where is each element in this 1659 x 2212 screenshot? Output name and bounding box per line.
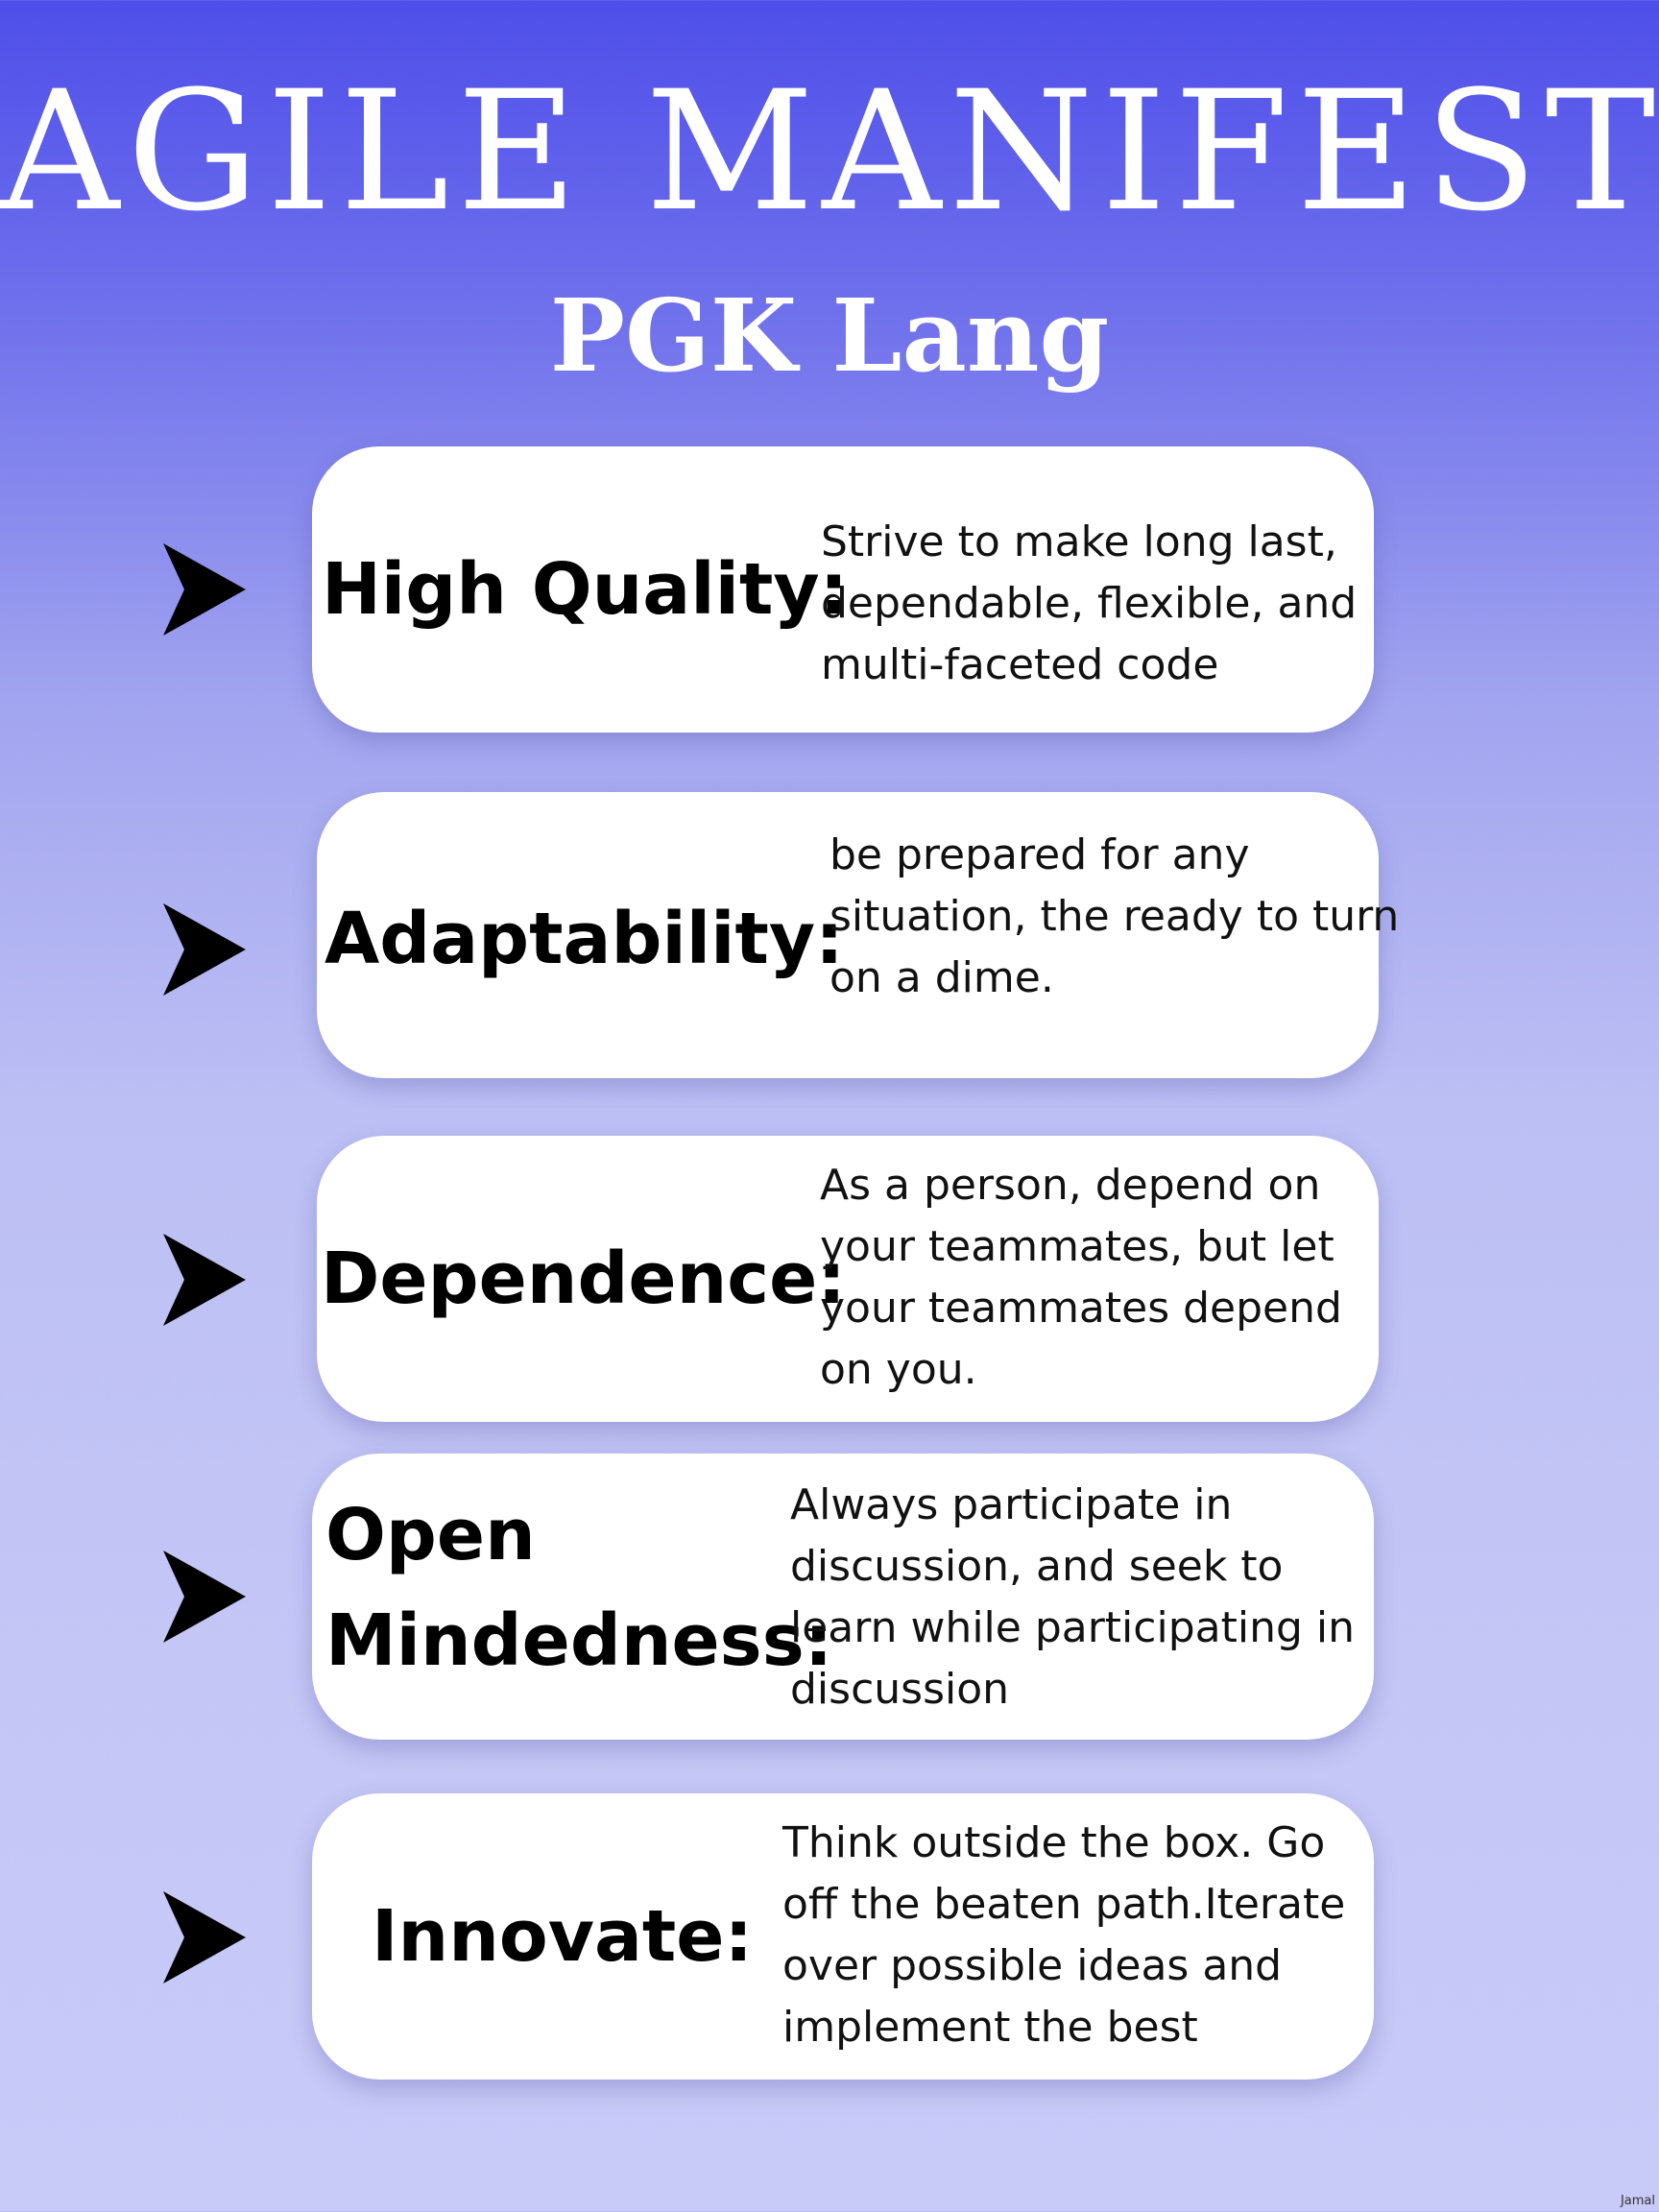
value-card: Open Mindedness: Always participate in d…	[312, 1454, 1374, 1740]
value-description: Strive to make long last, dependable, fl…	[821, 512, 1357, 696]
value-label: Adaptability:	[325, 898, 844, 980]
description-line: off the beaten path.Iterate	[782, 1880, 1346, 1929]
value-description: be prepared for any situation, the ready…	[830, 825, 1399, 1009]
value-label: Open Mindedness:	[325, 1482, 832, 1694]
value-description: Think outside the box. Go off the beaten…	[782, 1813, 1345, 2058]
arrowhead-icon	[163, 903, 246, 996]
description-line: Always participate in	[790, 1480, 1233, 1529]
value-description: As a person, depend on your teammates, b…	[820, 1155, 1342, 1401]
description-line: on a dime.	[830, 953, 1054, 1002]
page-title: AGILE MANIFESTO	[0, 55, 1659, 248]
description-line: dependable, flexible, and	[821, 579, 1358, 628]
description-line: your teammates depend	[820, 1284, 1342, 1333]
arrowhead-icon	[163, 1234, 246, 1326]
arrowhead-icon	[163, 543, 246, 636]
description-line: Think outside the box. Go	[782, 1818, 1326, 1867]
page-subtitle: PGK Lang	[549, 276, 1110, 395]
value-label: High Quality:	[322, 548, 849, 631]
value-label-line: Mindedness:	[325, 1599, 833, 1682]
arrowhead-icon	[163, 1551, 246, 1643]
description-line: multi-faceted code	[821, 640, 1219, 689]
value-label-line: Open	[325, 1494, 536, 1576]
value-card: Innovate: Think outside the box. Go off …	[312, 1793, 1374, 2080]
value-card: High Quality: Strive to make long last, …	[312, 446, 1374, 733]
description-line: Strive to make long last,	[821, 517, 1337, 566]
description-line: learn while participating in	[790, 1603, 1355, 1652]
description-line: As a person, depend on	[820, 1161, 1321, 1210]
credit-text: Jamal	[1620, 2194, 1655, 2208]
description-line: over possible ideas and	[782, 1941, 1283, 1990]
value-card: Dependence: As a person, depend on your …	[317, 1136, 1379, 1422]
description-line: situation, the ready to turn	[830, 892, 1400, 941]
value-label: Dependence:	[321, 1238, 846, 1320]
description-line: implement the best	[782, 2003, 1198, 2052]
value-description: Always participate in discussion, and se…	[790, 1475, 1355, 1720]
description-line: on you.	[820, 1345, 977, 1394]
value-card: Adaptability: be prepared for any situat…	[317, 792, 1399, 1078]
description-line: be prepared for any	[830, 830, 1250, 879]
arrowhead-icon	[163, 1891, 246, 1984]
description-line: discussion	[790, 1665, 1010, 1714]
description-line: your teammates, but let	[820, 1222, 1334, 1271]
description-line: discussion, and seek to	[790, 1542, 1284, 1591]
value-label: Innovate:	[372, 1895, 754, 1978]
